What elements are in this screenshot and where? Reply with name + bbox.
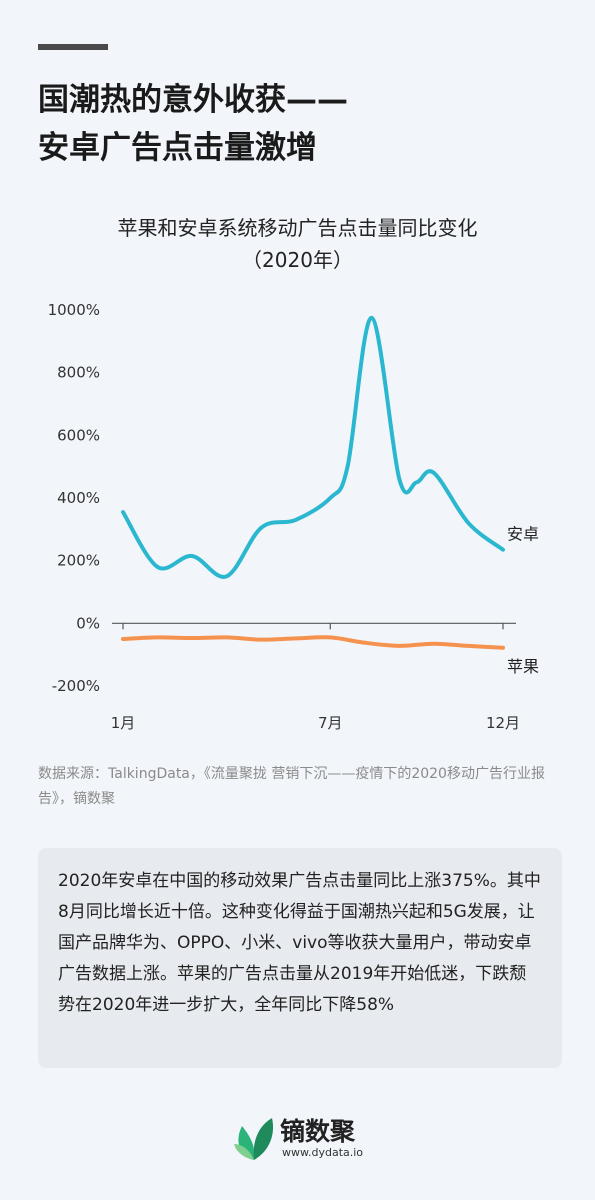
- y-tick-label: 400%: [57, 489, 100, 507]
- x-tick-label: 7月: [318, 714, 343, 732]
- headline: 国潮热的意外收获—— 安卓广告点击量激增: [38, 76, 558, 172]
- series-label: 苹果: [507, 657, 539, 676]
- chart-title: 苹果和安卓系统移动广告点击量同比变化: [117, 216, 478, 240]
- header-accent-bar: [38, 44, 108, 50]
- note-box: 2020年安卓在中国的移动效果广告点击量同比上涨375%。其中8月同比增长近十倍…: [38, 848, 562, 1068]
- series-line-apple: [121, 635, 505, 650]
- chart-subtitle: （2020年）: [242, 248, 353, 272]
- y-tick-label: 200%: [57, 552, 100, 570]
- y-tick-label: -200%: [52, 677, 100, 695]
- series-line-android: [121, 315, 505, 579]
- brand-name: 镝数聚: [280, 1117, 356, 1146]
- brand-url: www.dydata.io: [282, 1146, 364, 1159]
- y-tick-label: 0%: [76, 614, 100, 632]
- brand-footer: 镝数聚 www.dydata.io: [232, 1110, 372, 1170]
- x-tick-label: 1月: [111, 714, 136, 732]
- data-source: 数据来源：TalkingData，《流量聚拢 营销下沉——疫情下的2020移动广…: [38, 766, 545, 807]
- leaf-logo-icon: [234, 1118, 274, 1160]
- headline-line-2: 安卓广告点击量激增: [38, 130, 317, 166]
- x-tick-label: 12月: [486, 714, 520, 732]
- chart-title-block: 苹果和安卓系统移动广告点击量同比变化 （2020年）: [0, 212, 595, 276]
- y-tick-label: 800%: [57, 364, 100, 382]
- y-tick-label: 600%: [57, 426, 100, 444]
- y-tick-label: 1000%: [48, 301, 100, 319]
- headline-line-1: 国潮热的意外收获——: [38, 82, 348, 118]
- series-label: 安卓: [507, 525, 539, 544]
